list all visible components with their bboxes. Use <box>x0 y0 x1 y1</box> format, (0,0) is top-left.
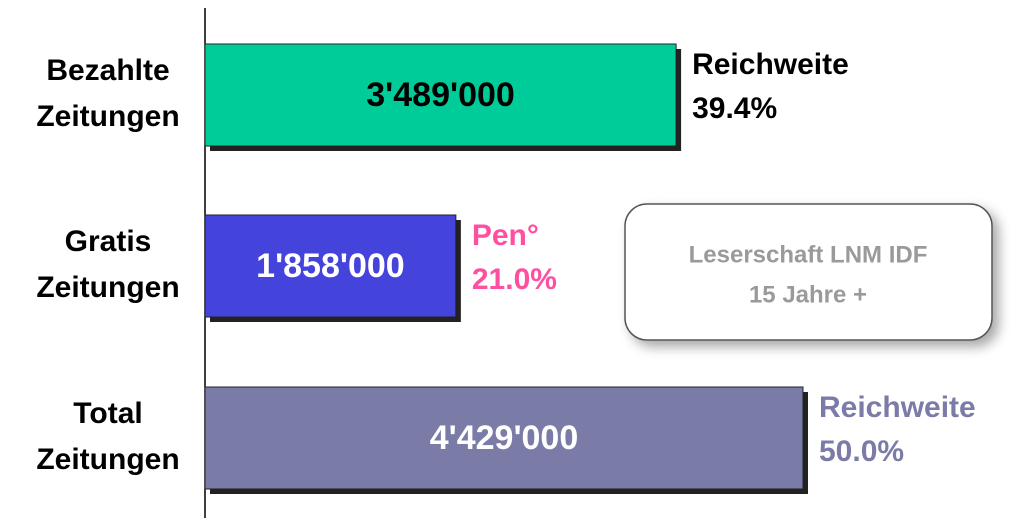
annotation: 39.4% <box>692 92 777 125</box>
category-label: Gratis Zeitungen <box>36 225 179 304</box>
note-line: 15 Jahre + <box>749 281 867 308</box>
value-label: 4'429'000 <box>430 419 579 457</box>
annotation: 50.0% <box>819 435 904 468</box>
note-box <box>624 203 993 341</box>
annotation: Reichweite <box>692 48 849 81</box>
bar <box>204 43 677 147</box>
category-label: Total Zeitungen <box>36 397 179 476</box>
bar <box>204 386 804 490</box>
category-label: Bezahlte Zeitungen <box>36 54 179 133</box>
bar <box>204 214 457 318</box>
note-line: Leserschaft LNM IDF <box>689 241 928 268</box>
annotation: Reichweite <box>819 391 976 424</box>
value-label: 1'858'000 <box>256 247 405 285</box>
annotation: 21.0% <box>472 263 557 296</box>
value-label: 3'489'000 <box>366 76 515 114</box>
annotation: Pen° <box>472 219 539 252</box>
